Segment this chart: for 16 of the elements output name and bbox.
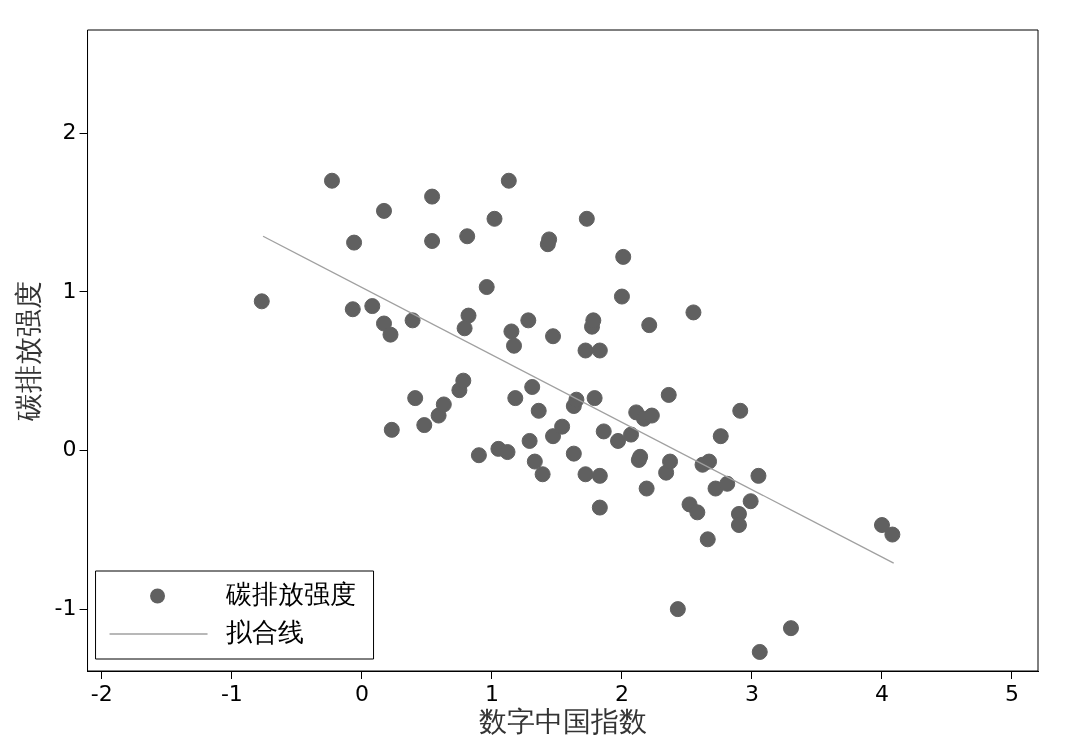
x-tick-label: 5 (1005, 680, 1019, 706)
y-tick-label: -1 (54, 594, 77, 620)
x-tick-label: 2 (614, 680, 629, 706)
legend-label: 拟合线 (225, 616, 304, 647)
x-tick-label: 1 (484, 680, 499, 706)
x-tick-label: 4 (874, 680, 889, 706)
legend-label: 碳排放强度 (224, 578, 356, 609)
x-tick-label: -2 (90, 680, 113, 706)
x-tick-label: 3 (744, 680, 759, 706)
y-tick-label: 1 (62, 277, 77, 303)
x-tick-label: -1 (220, 680, 243, 706)
y-tick-label: 0 (62, 436, 77, 462)
y-tick-label: 2 (62, 118, 77, 144)
x-axis-title: 数字中国指数 (478, 705, 647, 739)
x-tick-label: 0 (354, 680, 369, 706)
y-axis-title: 碳排放强度 (12, 280, 46, 422)
